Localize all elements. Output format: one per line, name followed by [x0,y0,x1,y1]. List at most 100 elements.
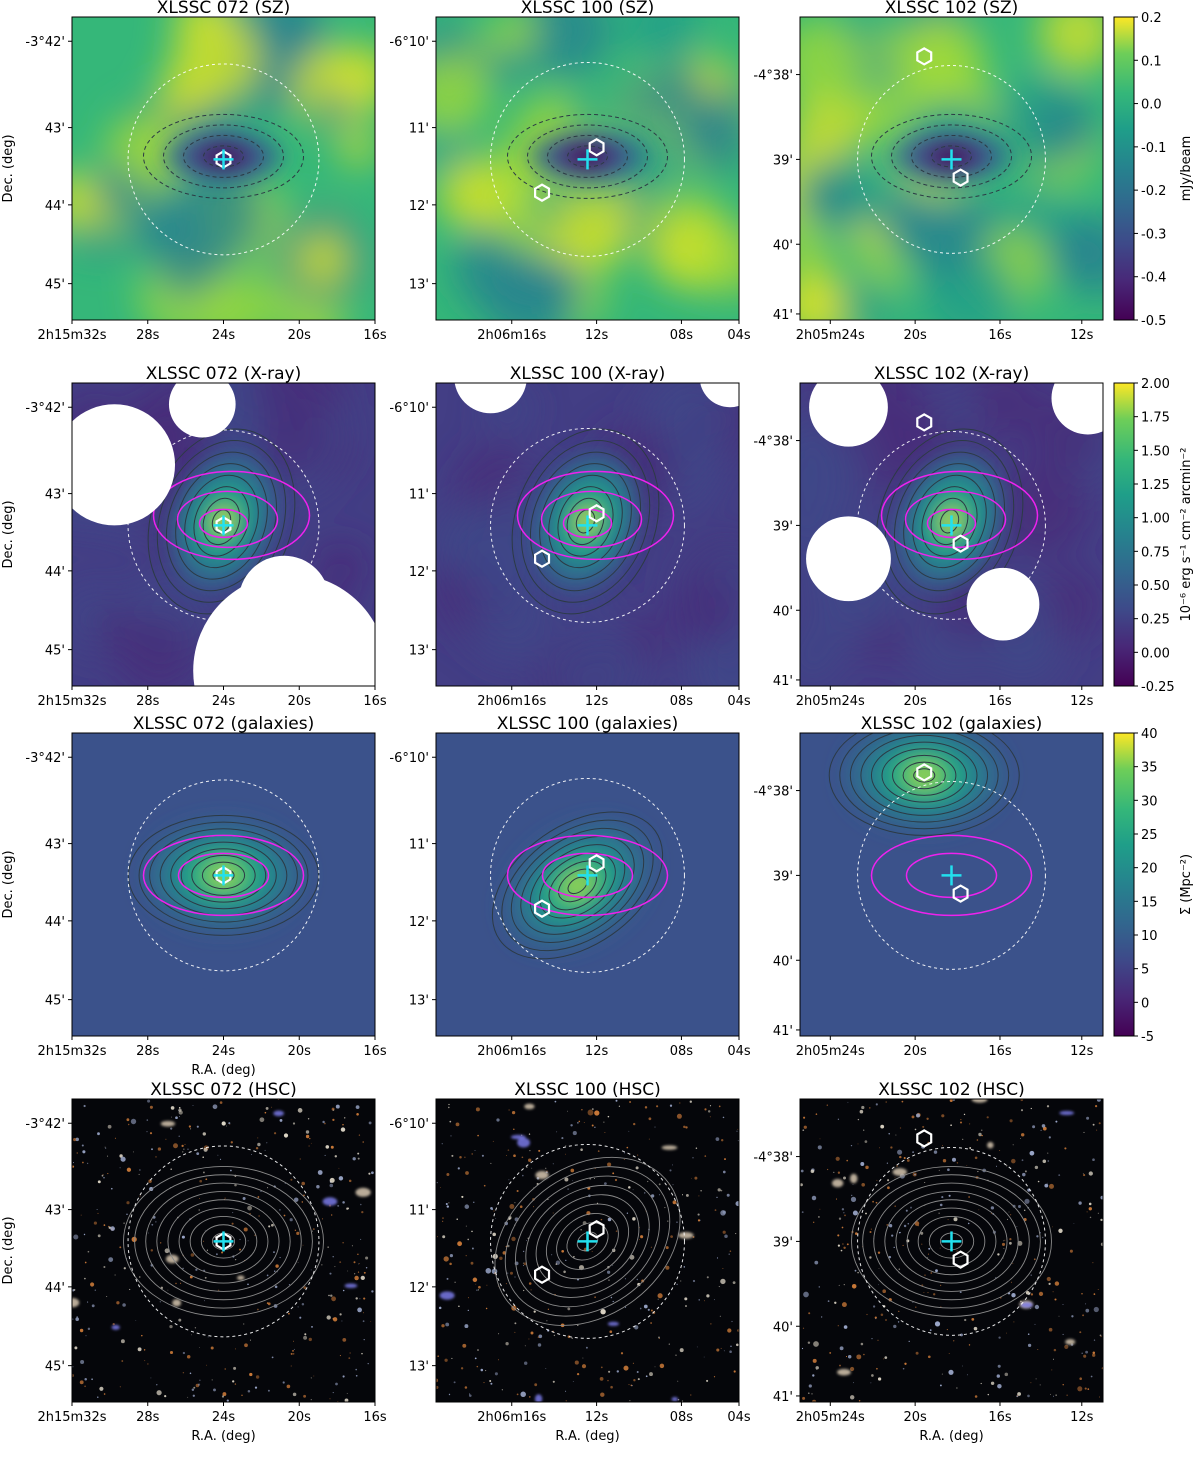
hsc-source [528,1282,532,1285]
panel-title: XLSSC 100 (HSC) [514,1080,661,1100]
hsc-source [234,1348,237,1350]
y-tick-label: -3°42' [25,401,65,416]
hsc-source [645,1375,648,1378]
hsc-source [72,1289,75,1292]
x-tick-label: 12s [585,328,609,343]
hsc-source [633,1122,636,1126]
x-tick-label: 2h15m32s [37,328,106,343]
hsc-source [290,1178,293,1181]
hsc-source [167,1289,169,1291]
hsc-source [572,1180,574,1182]
hsc-source [803,1116,806,1119]
hsc-source [850,1194,853,1197]
hsc-source [724,1158,726,1161]
x-tick-label: 2h05m24s [796,328,865,343]
hsc-source [724,1234,728,1239]
y-tick-label: -6°10' [389,35,429,50]
hsc-source [1040,1129,1042,1132]
hsc-source [923,1292,925,1294]
hsc-source [866,1313,868,1316]
hsc-source [1013,1321,1015,1323]
hsc-source [718,1286,720,1288]
hsc-source [657,1298,659,1300]
hsc-source [1100,1195,1103,1200]
hsc-source [221,1121,226,1126]
hsc-source [883,1358,885,1360]
y-tick-label: 11' [409,488,429,503]
hsc-source [514,1331,516,1333]
y-tick-label: 45' [45,1360,65,1375]
hsc-source [870,1382,872,1384]
hsc-source [242,1196,246,1201]
colorbar-tick-label: 10 [1141,929,1158,944]
hsc-source [1093,1306,1099,1313]
hsc-source [442,1220,444,1222]
sz-fluctuation [436,160,507,230]
x-axis-label: R.A. (deg) [555,1429,619,1444]
hsc-source [304,1333,307,1336]
hsc-source [714,1209,717,1211]
hsc-source [706,1294,710,1298]
hsc-source [640,1235,644,1239]
hsc-source [802,1327,805,1329]
hsc-source [312,1228,315,1231]
panel-frame [799,16,1104,321]
hsc-source [344,1398,349,1402]
colorbar-tick-label: -0.1 [1141,141,1166,156]
hsc-source [800,1183,803,1187]
hsc-source [570,1168,575,1173]
hsc-source [610,1385,613,1389]
hsc-source [126,1201,130,1205]
hsc-source [620,1352,624,1355]
y-tick-label: 39' [773,869,793,884]
hsc-galaxy [72,1298,80,1308]
hsc-source [448,1202,450,1204]
hsc-source [612,1172,615,1175]
hsc-source [506,1155,507,1156]
hsc-source [1095,1105,1098,1108]
hsc-source [898,1310,900,1312]
hsc-source [204,1276,207,1279]
hsc-source [169,1324,173,1329]
hsc-source [1084,1387,1087,1390]
hsc-source [84,1277,86,1280]
hsc-galaxy [344,1283,358,1288]
x-tick-label: 20s [288,1044,312,1059]
hsc-source [138,1173,140,1175]
hsc-source [458,1305,460,1307]
y-tick-label: -3°42' [25,35,65,50]
hsc-source [956,1387,958,1389]
hsc-source [941,1196,944,1199]
hsc-source [933,1293,936,1296]
y-tick-label: 39' [773,519,793,534]
y-tick-label: 44' [45,915,65,930]
panel-hsc-1: XLSSC 100 (HSC)-6°10'11'12'13'2h06m16s 12… [389,1080,750,1444]
xray-fluctuation [470,577,556,663]
hsc-source [591,1108,594,1111]
hsc-source [355,1368,357,1371]
hsc-source [826,1168,829,1171]
hsc-source [537,1336,540,1338]
hsc-source [511,1236,516,1242]
hsc-source [803,1125,807,1129]
hsc-source [599,1377,604,1381]
hsc-source [565,1153,566,1155]
hsc-source [108,1257,114,1262]
hsc-source [485,1307,488,1310]
hsc-source [1021,1159,1024,1162]
hsc-source [224,1368,226,1370]
galaxy-contour-grey [851,1165,1052,1317]
hsc-source [105,1147,107,1149]
hsc-source [86,1162,89,1165]
hsc-source [438,1306,442,1310]
hsc-source [348,1179,352,1183]
hsc-source [726,1193,730,1197]
hsc-source [669,1104,673,1107]
hsc-source [956,1162,959,1164]
sz-contour [891,124,1012,189]
hsc-source [803,1291,809,1298]
y-tick-label: 12' [409,565,429,580]
hsc-source [728,1253,730,1255]
hsc-source [962,1365,964,1367]
hsc-source [97,1212,99,1214]
